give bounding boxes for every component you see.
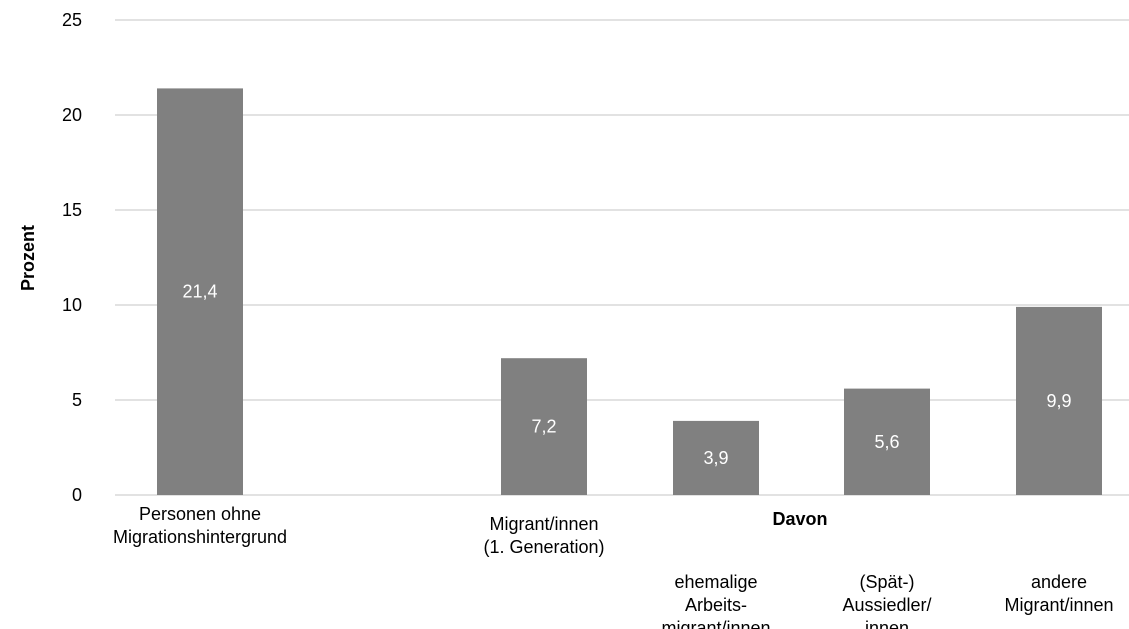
bar bbox=[157, 88, 243, 496]
y-tick-label: 25 bbox=[62, 10, 82, 30]
data-label: 5,6 bbox=[874, 432, 899, 452]
y-axis-title: Prozent bbox=[18, 225, 38, 291]
category-label-line: Arbeits- bbox=[685, 595, 747, 615]
category-label-line: Personen ohne bbox=[139, 504, 261, 524]
y-tick-label: 20 bbox=[62, 105, 82, 125]
category-label: Personen ohne Migrationshintergrund bbox=[113, 504, 287, 547]
category-label-line: ehemalige bbox=[674, 572, 757, 592]
bar bbox=[844, 388, 930, 495]
data-label: 7,2 bbox=[531, 417, 556, 437]
category-label-line: (1. Generation) bbox=[483, 537, 604, 557]
y-tick-label: 5 bbox=[72, 390, 82, 410]
category-label: andere Migrant/innen bbox=[1004, 572, 1113, 615]
category-label: ehemalige Arbeits-migrant/innen bbox=[661, 572, 770, 629]
category-label: Migrant/innen (1. Generation) bbox=[483, 514, 604, 557]
category-label-line: (Spät-) bbox=[859, 572, 914, 592]
data-label: 9,9 bbox=[1046, 391, 1071, 411]
category-label-line: Migrant/innen bbox=[489, 514, 598, 534]
category-label: (Spät-) Aussiedler/innen bbox=[842, 572, 931, 629]
group-label: Davon bbox=[772, 509, 827, 529]
bar bbox=[673, 420, 759, 495]
y-tick-label: 10 bbox=[62, 295, 82, 315]
category-label-line: innen bbox=[865, 618, 909, 629]
category-label-line: Migrant/innen bbox=[1004, 595, 1113, 615]
category-label-line: migrant/innen bbox=[661, 618, 770, 629]
category-label-line: Migrationshintergrund bbox=[113, 527, 287, 547]
bar bbox=[501, 358, 587, 495]
y-tick-label: 0 bbox=[72, 485, 82, 505]
data-label: 3,9 bbox=[703, 448, 728, 468]
category-label-line: andere bbox=[1031, 572, 1087, 592]
category-label-line: Aussiedler/ bbox=[842, 595, 931, 615]
y-tick-label: 15 bbox=[62, 200, 82, 220]
bar bbox=[1016, 306, 1102, 495]
data-label: 21,4 bbox=[182, 282, 217, 302]
